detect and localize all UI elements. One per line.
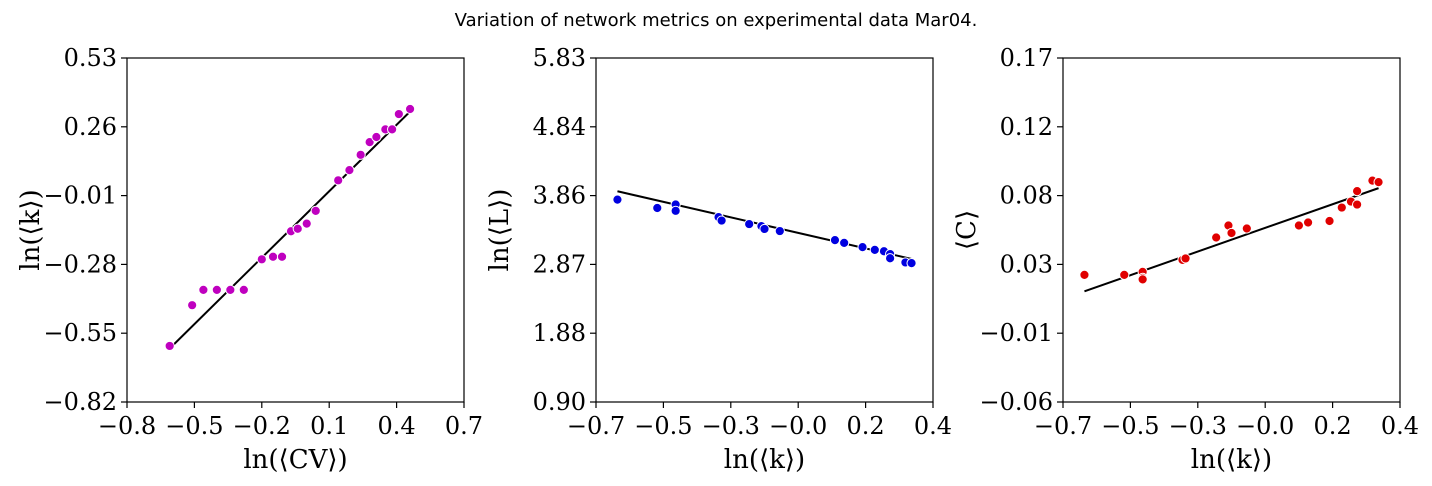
plot-2-data-point	[744, 218, 755, 230]
plot-3-xtick-label: −0.7	[1034, 412, 1092, 440]
plot-1-xtick-label: −0.8	[98, 412, 156, 440]
plot-1-data-point	[276, 251, 288, 262]
plot-3-ytick-label: 0.03	[1000, 250, 1053, 278]
plot-1-data-point	[404, 103, 416, 115]
plot-1-data-point	[355, 149, 366, 160]
plot-1-data-point	[164, 340, 175, 352]
plot-1-xtick-label: 0.7	[445, 412, 483, 440]
plot-2-data-point	[869, 244, 880, 255]
plot-1-ytick-label: −0.01	[43, 182, 117, 210]
plot-2-data-point	[652, 202, 663, 214]
plot-3-data-point	[1119, 269, 1130, 280]
plot-1-data-point	[198, 284, 209, 295]
plot-2-data-point	[829, 235, 841, 246]
plot-1-data-point	[256, 254, 267, 265]
plot-3-data-point	[1079, 269, 1090, 280]
plot-1-data-point	[301, 218, 312, 229]
plot-1-ytick-label: 0.26	[64, 113, 117, 141]
plot-3-data-point	[1211, 232, 1222, 243]
plot-2-data-point	[774, 225, 785, 237]
plot-1-xtick-label: 0.1	[310, 412, 348, 440]
plot-3-data-point	[1241, 223, 1252, 234]
plot-1-data-point	[364, 136, 375, 148]
plot-1-y-axis-label: ln(⟨k⟩)	[16, 189, 46, 270]
plot-1: −0.8 −0.5 −0.2 0.1 0.4 0.7 −0.82 −0.55 −0.28 −0.0…	[16, 44, 483, 475]
plot-3-data-point	[1180, 253, 1191, 264]
plot-2: −0.7 −0.5 −0.3 −0.0 0.2 0.4 0.90 1.88 2.87 3.86 4.…	[485, 44, 952, 475]
plot-1-ytick-label: −0.82	[43, 388, 117, 416]
plot-3-data-point	[1226, 227, 1237, 239]
plot-2-xtick-label: −0.3	[702, 412, 760, 440]
plot-2-x-axis-label: ln(⟨k⟩)	[724, 445, 805, 475]
plot-3-data-point	[1352, 199, 1363, 210]
plot-2-data-point	[857, 241, 868, 253]
plot-3-ytick-label: 0.17	[1000, 44, 1053, 72]
plot-3-data-point	[1324, 215, 1335, 227]
plot-3-ytick-label: 0.08	[1000, 182, 1053, 210]
plot-2-ytick-label: 3.86	[533, 182, 586, 210]
plot-1-ytick-label: −0.28	[43, 250, 117, 278]
plot-1-data-point	[393, 108, 404, 120]
plot-3-ytick-label: −0.06	[979, 388, 1053, 416]
plot-2-data-point	[759, 223, 770, 235]
plot-3-axes-frame	[1062, 57, 1401, 403]
plot-1-data-point	[292, 223, 303, 234]
plot-2-y-axis-label: ln(⟨L⟩)	[485, 189, 515, 272]
plot-2-xtick-label: 0.4	[914, 412, 952, 440]
plot-3-data-point	[1302, 217, 1314, 228]
plot-3-ytick-label: 0.12	[1000, 113, 1053, 141]
plot-2-ytick-label: 1.88	[533, 319, 586, 347]
plot-1-ytick-label: −0.55	[43, 319, 117, 347]
plot-2-data-point	[716, 215, 727, 226]
plot-2-xtick-label: −0.0	[769, 412, 827, 440]
plot-2-xtick-label: −0.7	[567, 412, 625, 440]
plot-2-data-point	[839, 237, 850, 249]
plot-2-ytick-label: 5.83	[533, 44, 586, 72]
plot-3-xtick-label: −0.0	[1236, 412, 1294, 440]
plot-2-ytick-label: 4.84	[533, 113, 586, 141]
plot-3-xtick-label: −0.3	[1169, 412, 1227, 440]
plot-3-data-point	[1137, 274, 1148, 285]
plot-1-axes-frame	[126, 57, 465, 403]
plot-1-ytick-label: 0.53	[64, 44, 117, 72]
plot-1-data-point	[187, 300, 198, 311]
plot-2-data-point	[906, 258, 917, 269]
plot-1-x-axis-label: ln(⟨CV⟩)	[243, 445, 347, 475]
plot-1-data-point	[238, 284, 249, 295]
plot-1-data-point	[225, 284, 236, 295]
plot-1-data-point	[211, 284, 222, 295]
plot-3-data-point	[1293, 220, 1305, 231]
plot-1-data-point	[267, 251, 279, 262]
plot-3-xtick-label: 0.2	[1314, 412, 1352, 440]
plot-3-x-axis-label: ln(⟨k⟩)	[1191, 445, 1272, 475]
plot-2-data-point	[670, 205, 681, 216]
plot-2-data-point	[612, 194, 623, 205]
plot-1-data-point	[344, 165, 355, 176]
plot-3-data-point	[1352, 186, 1363, 197]
subplots: −0.8 −0.5 −0.2 0.1 0.4 0.7 −0.82 −0.55 −0.28 −0.0…	[16, 44, 1419, 475]
plot-1-data-point	[371, 131, 382, 143]
plot-3-xtick-label: −0.5	[1101, 412, 1159, 440]
plot-2-xtick-label: 0.2	[847, 412, 885, 440]
plot-3-ytick-label: −0.01	[979, 319, 1053, 347]
plot-2-xtick-label: −0.5	[634, 412, 692, 440]
plot-2-axes-frame	[595, 57, 934, 403]
plot-1-data-point	[387, 124, 398, 135]
plot-1-xtick-label: −0.2	[233, 412, 291, 440]
plot-3-xtick-label: 0.4	[1381, 412, 1419, 440]
plot-2-ytick-label: 0.90	[533, 388, 586, 416]
plot-2-data-point	[885, 253, 896, 264]
plot-3-y-axis-label: ⟨C⟩	[952, 210, 982, 250]
plot-1-xtick-label: −0.5	[165, 412, 223, 440]
plot-3-data-point	[1336, 202, 1347, 213]
plot-2-ytick-label: 2.87	[533, 250, 586, 278]
plot-1-xtick-label: 0.4	[378, 412, 416, 440]
plot-1-data-point	[310, 205, 321, 216]
plot-3: −0.7 −0.5 −0.3 −0.0 0.2 0.4 −0.06 −0.01 0.03 0.08…	[952, 44, 1419, 475]
plot-3-fit-line	[1084, 187, 1379, 293]
figure-title: Variation of network metrics on experime…	[455, 10, 978, 31]
plot-3-data-point	[1373, 177, 1384, 188]
plot-1-data-point	[333, 175, 344, 186]
